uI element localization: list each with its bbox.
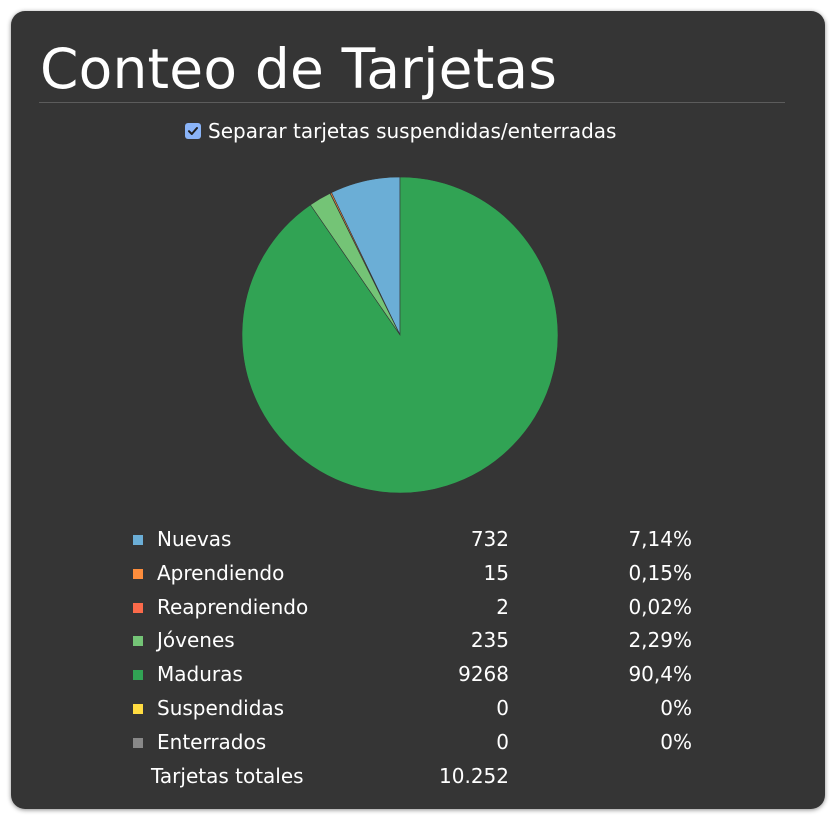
swatch-enterrados <box>133 737 143 748</box>
swatch-aprendiendo <box>133 568 143 579</box>
total-count: 10.252 <box>439 763 509 788</box>
legend-percent: 90,4% <box>628 662 692 687</box>
legend-row: Nuevas 732 7,14% <box>131 523 711 557</box>
swatch-reaprendiendo <box>133 602 143 613</box>
legend-row: Enterrados 0 0% <box>131 726 711 760</box>
legend-name: Jóvenes <box>157 628 235 653</box>
legend-percent: 0% <box>660 695 692 720</box>
legend-row: Aprendiendo 15 0,15% <box>131 557 711 591</box>
pie-slice-maduras <box>241 176 559 494</box>
legend-count: 732 <box>470 527 509 551</box>
legend-count: 0 <box>496 695 509 720</box>
legend-percent: 2,29% <box>628 628 692 653</box>
legend-name: Enterrados <box>157 729 267 754</box>
swatch-jovenes <box>133 636 143 647</box>
legend-percent: 0,15% <box>628 560 692 585</box>
legend-count: 0 <box>496 729 509 754</box>
legend-row: Reaprendiendo 2 0,02% <box>131 591 711 625</box>
legend-name: Maduras <box>157 662 243 687</box>
toggle-label: Separar tarjetas suspendidas/enterradas <box>208 119 617 143</box>
swatch-nuevas <box>133 535 143 545</box>
legend-row: Suspendidas 0 0% <box>131 692 711 726</box>
legend-row: Jóvenes 235 2,29% <box>131 624 711 658</box>
legend-count: 15 <box>483 560 509 585</box>
legend-name: Aprendiendo <box>157 560 285 585</box>
page-title: Conteo de Tarjetas <box>40 37 558 101</box>
legend-percent: 0,02% <box>628 594 692 619</box>
swatch-suspendidas <box>133 703 143 714</box>
title-divider <box>39 102 785 103</box>
pie-chart <box>241 176 559 494</box>
legend-count: 9268 <box>458 662 509 687</box>
total-label: Tarjetas totales <box>151 763 304 788</box>
legend-count: 2 <box>496 594 509 619</box>
legend-percent: 7,14% <box>628 527 692 551</box>
legend-name: Reaprendiendo <box>157 594 309 619</box>
legend-count: 235 <box>470 628 509 653</box>
legend-row: Maduras 9268 90,4% <box>131 658 711 692</box>
legend-table: Nuevas 732 7,14% Aprendiendo 15 0,15% Re… <box>131 523 711 793</box>
swatch-maduras <box>133 670 143 681</box>
legend-name: Nuevas <box>157 527 232 551</box>
separate-suspended-toggle[interactable]: Separar tarjetas suspendidas/enterradas <box>185 119 616 143</box>
card-count-panel: Conteo de Tarjetas Separar tarjetas susp… <box>11 11 825 809</box>
legend-percent: 0% <box>660 729 692 754</box>
total-row: Tarjetas totales 10.252 <box>131 760 711 794</box>
checkbox-checked-icon[interactable] <box>185 123 201 139</box>
legend-name: Suspendidas <box>157 695 285 720</box>
